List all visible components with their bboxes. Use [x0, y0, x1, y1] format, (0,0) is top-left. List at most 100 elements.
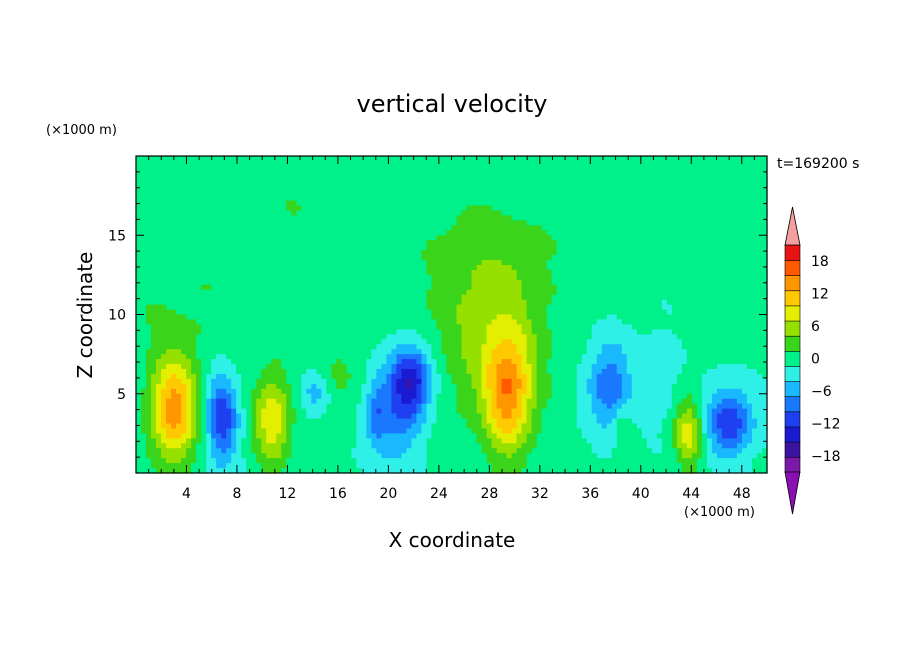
contour-cell	[191, 383, 197, 390]
contour-cell	[321, 373, 332, 380]
contour-cell	[551, 388, 578, 395]
contour-cell	[476, 388, 483, 395]
contour-cell	[526, 408, 533, 415]
contour-cell	[746, 413, 753, 420]
contour-cell	[246, 423, 252, 430]
contour-cell	[491, 398, 498, 405]
contour-cell	[521, 364, 533, 370]
contour-cell	[496, 433, 518, 439]
contour-cell	[746, 418, 758, 425]
contour-cell	[551, 329, 593, 335]
contour-cell	[261, 463, 287, 469]
contour-cell	[406, 428, 423, 434]
contour-cell	[706, 413, 713, 420]
contour-cell	[421, 378, 428, 385]
contour-cell	[686, 359, 768, 365]
contour-cell	[591, 408, 618, 415]
contour-cell	[256, 378, 287, 385]
contour-cell	[201, 329, 398, 335]
contour-cell	[136, 245, 428, 251]
contour-cell	[161, 433, 167, 439]
contour-cell	[661, 438, 673, 444]
contour-cell	[671, 393, 688, 400]
contour-cell	[496, 418, 518, 425]
contour-cell	[246, 428, 252, 434]
contour-cell	[356, 443, 372, 449]
contour-cell	[191, 428, 197, 434]
contour-cell	[426, 458, 488, 464]
contour-cell	[486, 433, 498, 439]
contour-cell	[236, 433, 247, 439]
contour-cell	[436, 398, 458, 405]
contour-cell	[151, 378, 162, 385]
contour-cell	[471, 269, 518, 276]
contour-cell	[246, 468, 262, 474]
contour-cell	[421, 398, 428, 405]
contour-cell	[661, 448, 678, 454]
contour-cell	[431, 368, 438, 375]
contour-cell	[156, 383, 167, 390]
contour-cell	[481, 448, 498, 454]
contour-cell	[176, 309, 433, 316]
contour-cell	[491, 393, 498, 400]
contour-cell	[151, 373, 162, 380]
contour-cell	[151, 334, 197, 340]
contour-cell	[181, 413, 187, 420]
contour-cell	[461, 210, 503, 217]
contour-cell	[546, 398, 578, 405]
contour-cell	[576, 393, 593, 400]
contour-cell	[166, 413, 182, 420]
contour-cell	[646, 443, 663, 449]
contour-cell	[411, 398, 423, 405]
contour-cell	[346, 383, 362, 390]
contour-cell	[706, 443, 713, 449]
contour-cell	[436, 235, 553, 241]
contour-cell	[676, 408, 688, 415]
contour-cell	[191, 443, 197, 449]
contour-cell	[206, 418, 212, 425]
contour-cell	[536, 364, 548, 370]
contour-cell	[181, 443, 192, 449]
contour-cell	[291, 388, 302, 395]
contour-cell	[141, 418, 152, 425]
contour-cell	[696, 433, 703, 439]
contour-cell	[651, 448, 663, 454]
contour-cell	[626, 354, 688, 360]
contour-cell	[416, 373, 423, 380]
contour-cell	[251, 403, 257, 410]
contour-cell	[421, 403, 428, 410]
contour-cell	[666, 408, 678, 415]
contour-cell	[136, 383, 147, 390]
contour-cell	[496, 388, 503, 395]
contour-cell	[261, 438, 267, 444]
contour-cell	[551, 279, 768, 286]
contour-cell	[431, 349, 443, 355]
contour-cell	[201, 413, 207, 420]
contour-cell	[386, 373, 393, 380]
contour-cell	[526, 354, 538, 360]
contour-cell	[401, 453, 428, 459]
contour-cell	[661, 299, 668, 306]
contour-cell	[191, 418, 197, 425]
contour-cell	[471, 378, 483, 385]
contour-cell	[496, 344, 518, 350]
contour-cell	[371, 383, 382, 390]
contour-cell	[431, 314, 458, 321]
colorbar-segment	[784, 426, 801, 443]
contour-cell	[706, 448, 713, 454]
contour-cell	[161, 438, 187, 444]
contour-cell	[716, 388, 743, 395]
contour-cell	[241, 413, 247, 420]
contour-cell	[136, 250, 423, 256]
contour-cell	[491, 413, 503, 420]
contour-cell	[536, 383, 553, 390]
contour-cell	[661, 423, 673, 430]
contour-cell	[511, 453, 528, 459]
contour-cell	[396, 388, 418, 395]
contour-cell	[151, 428, 157, 434]
contour-cell	[371, 438, 413, 444]
contour-cell	[626, 359, 688, 365]
contour-cell	[351, 448, 377, 454]
contour-cell	[491, 423, 498, 430]
contour-cell	[181, 403, 187, 410]
